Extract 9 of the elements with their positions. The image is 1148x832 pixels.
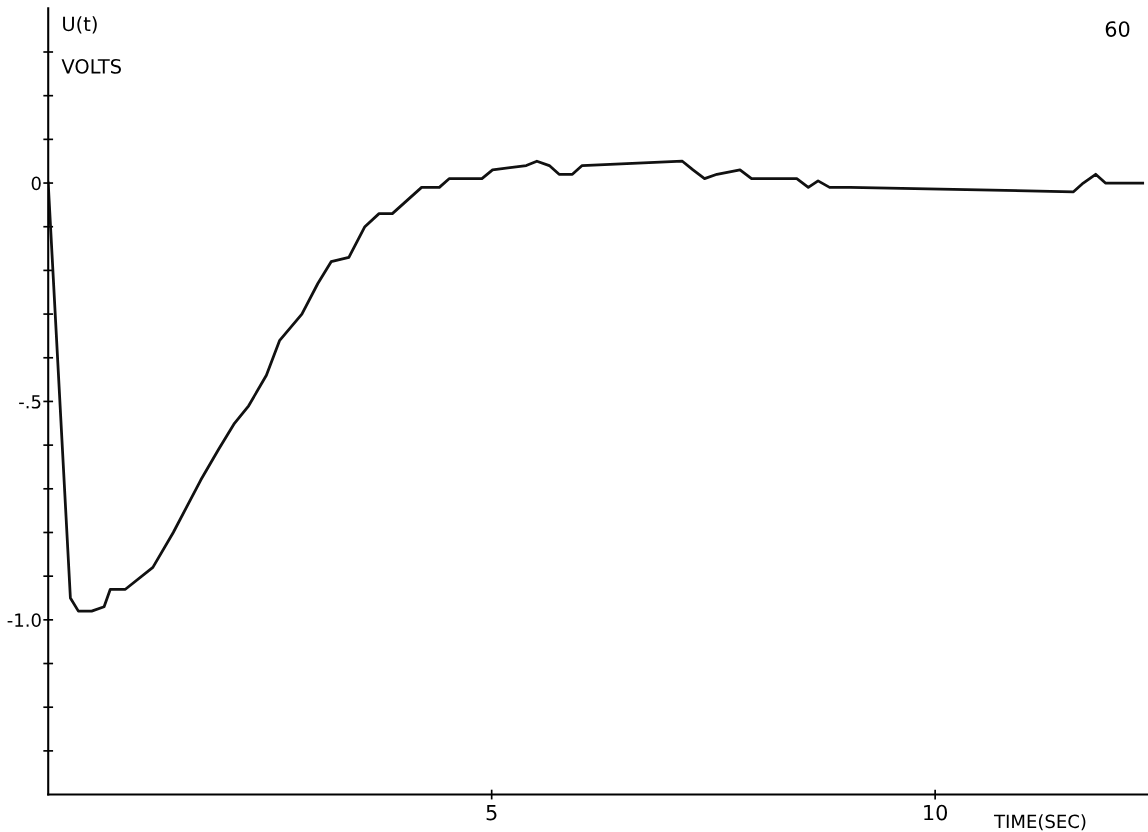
x-tick-label: 10	[924, 804, 948, 821]
annotation: 60	[1105, 21, 1130, 37]
y-tick-label: -.5	[19, 395, 41, 409]
x-axis-title: TIME(SEC)	[993, 814, 1086, 831]
text: U(t) VOLTS	[61, 16, 121, 74]
y-tick-label: -1.0	[7, 613, 41, 627]
x-tick-label: 5	[486, 804, 497, 821]
line-series	[48, 159, 1145, 613]
y-tick-label: 0	[31, 176, 41, 191]
